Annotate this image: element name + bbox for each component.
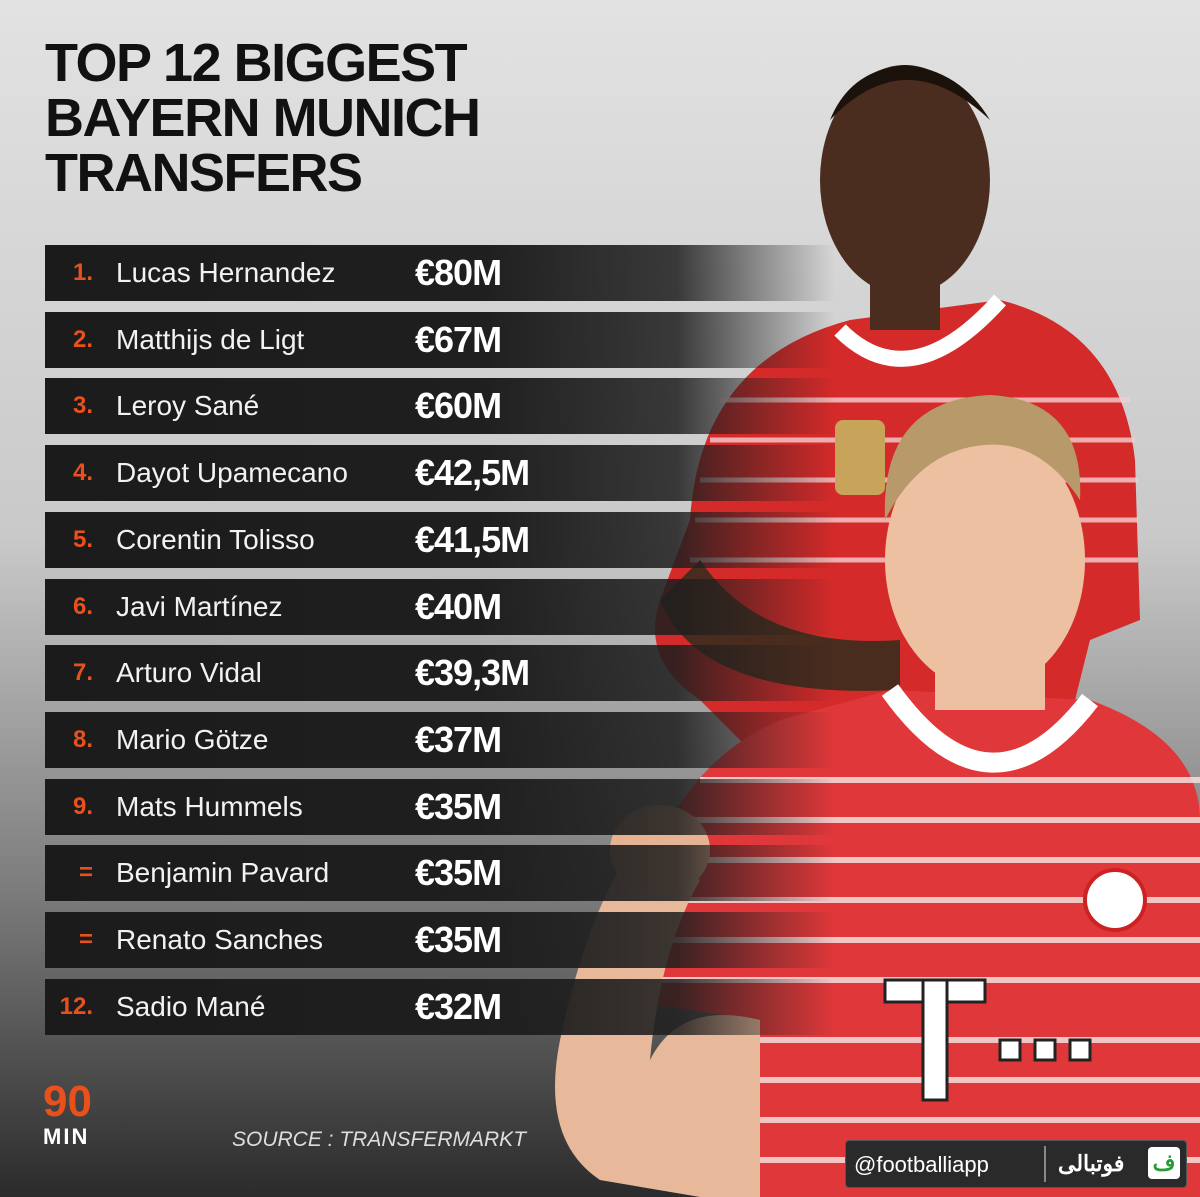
rank: 6.: [72, 592, 93, 620]
rank: =: [78, 926, 93, 953]
transfer-row: 9. Mats Hummels €35M: [45, 778, 835, 835]
transfer-fee: €39,3M: [415, 652, 530, 694]
transfer-fee: €67M: [415, 318, 502, 360]
transfer-row: 2. Matthijs de Ligt €67M: [45, 311, 835, 368]
transfer-fee: €32M: [415, 985, 502, 1027]
transfer-row: 6. Javi Martínez €40M: [45, 578, 835, 635]
player-name: Benjamin Pavard: [116, 857, 330, 889]
rank: 2.: [72, 325, 93, 353]
player-name: Lucas Hernandez: [116, 257, 336, 288]
logo-number: 90: [43, 1077, 92, 1126]
transfer-row: = Renato Sanches €35M: [45, 912, 835, 968]
logo-text: MIN: [43, 1124, 90, 1149]
transfer-row: 1. Lucas Hernandez €80M: [45, 245, 835, 301]
rank: 3.: [72, 392, 93, 420]
transfer-fee: €37M: [415, 718, 502, 760]
rank: 9.: [72, 792, 93, 820]
transfer-fee: €35M: [415, 919, 502, 960]
player-name: Leroy Sané: [116, 390, 260, 422]
rank: =: [78, 859, 93, 887]
rank: 5.: [72, 525, 93, 553]
rank: 8.: [72, 725, 93, 753]
title-line: TRANSFERS: [45, 143, 363, 203]
title-line: BAYERN MUNICH: [45, 88, 481, 148]
player-name: Corentin Tolisso: [116, 523, 315, 555]
player-name: Dayot Upamecano: [116, 457, 348, 489]
watermark: @footballiapp فوتبالی ف: [845, 1140, 1187, 1188]
transfer-fee: €35M: [415, 852, 502, 894]
transfer-fee: €60M: [415, 385, 502, 427]
player-name: Arturo Vidal: [116, 657, 262, 689]
watermark-handle: @footballiapp: [854, 1152, 989, 1177]
rank: 7.: [72, 659, 93, 687]
divider: [1044, 1146, 1046, 1182]
transfer-fee: €41,5M: [415, 518, 530, 560]
title-line: TOP 12 BIGGEST: [45, 33, 468, 93]
player-name: Sadio Mané: [116, 990, 266, 1022]
transfer-fee: €40M: [415, 585, 502, 627]
watermark-icon: ف: [1148, 1147, 1180, 1179]
watermark-brand: فوتبالی: [1058, 1151, 1125, 1176]
rank: 4.: [72, 459, 93, 487]
player-name: Renato Sanches: [116, 924, 324, 955]
transfer-fee: €80M: [415, 252, 502, 293]
rank: 1.: [72, 259, 93, 286]
rank: 12.: [59, 992, 93, 1020]
transfer-row: 8. Mario Götze €37M: [45, 711, 835, 768]
transfer-row: 4. Dayot Upamecano €42,5M: [45, 445, 835, 502]
transfer-row: 3. Leroy Sané €60M: [45, 378, 835, 435]
player-name: Matthijs de Ligt: [116, 323, 305, 355]
player-name: Mario Götze: [116, 723, 269, 755]
transfer-fee: €42,5M: [415, 452, 530, 494]
transfer-row: 12. Sadio Mané €32M: [45, 978, 835, 1035]
source: SOURCE : TRANSFERMARKT: [232, 1128, 527, 1151]
player-name: Mats Hummels: [116, 790, 303, 822]
transfer-row: 7. Arturo Vidal €39,3M: [45, 645, 835, 702]
transfer-row: 5. Corentin Tolisso €41,5M: [45, 511, 835, 568]
transfer-fee: €35M: [415, 785, 502, 827]
player-name: Javi Martínez: [116, 590, 283, 622]
transfer-row: = Benjamin Pavard €35M: [45, 845, 835, 902]
